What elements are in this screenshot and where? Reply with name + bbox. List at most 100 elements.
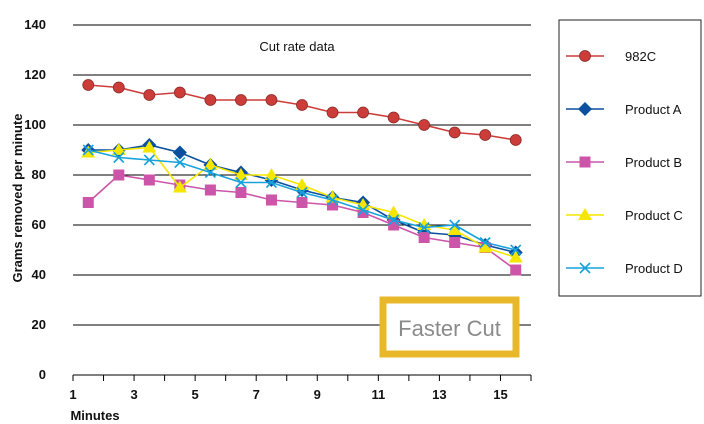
series-group [81, 79, 523, 276]
data-point [296, 186, 308, 199]
legend-item: Product B [566, 155, 682, 170]
y-tick-label: 20 [32, 317, 46, 332]
data-point [357, 106, 369, 119]
data-point [418, 232, 430, 243]
faster-cut-annotation: Faster Cut [379, 296, 520, 358]
data-point [326, 106, 339, 119]
data-point [233, 168, 248, 180]
legend-marker [578, 208, 592, 220]
legend: 982C Product A Product B Product C Product D [566, 49, 683, 276]
x-tick-label: 5 [192, 387, 199, 402]
data-point [173, 86, 186, 99]
x-axis-label: Minutes [70, 408, 119, 423]
legend-label: Product C [625, 208, 683, 223]
data-point [479, 236, 491, 249]
legend-item: 982C [566, 49, 656, 64]
x-tick-label: 1 [69, 387, 76, 402]
data-point [508, 250, 523, 263]
data-point [449, 219, 461, 231]
legend-marker [579, 156, 591, 168]
data-point [447, 223, 462, 235]
data-point [172, 145, 187, 160]
data-point [235, 176, 247, 189]
data-point [326, 194, 339, 206]
legend-marker [578, 102, 592, 116]
annotation-text: Faster Cut [398, 316, 501, 341]
data-point [113, 169, 125, 181]
data-point [265, 194, 277, 206]
x-tick-label: 11 [371, 387, 385, 402]
data-point [204, 94, 217, 106]
series-4 [82, 144, 522, 256]
annotation-box [379, 296, 520, 358]
data-point [143, 154, 155, 166]
data-point [388, 219, 400, 231]
y-tick-label: 40 [32, 267, 46, 282]
data-point [510, 264, 522, 276]
data-point [265, 94, 278, 106]
legend-label: 982C [625, 49, 656, 64]
data-point [82, 197, 94, 208]
data-point [82, 144, 94, 156]
x-tick-label: 9 [314, 387, 321, 402]
data-point [174, 156, 186, 169]
data-point [357, 204, 369, 216]
y-axis-label: Grams removed per minute [10, 113, 25, 282]
legend-label: Product B [625, 155, 682, 170]
y-tick-label: 140 [24, 17, 46, 32]
data-point [479, 129, 492, 141]
data-point [418, 221, 430, 234]
data-point [388, 214, 400, 226]
data-point [203, 158, 218, 170]
data-point [510, 244, 522, 256]
data-point [449, 237, 461, 248]
data-point [112, 81, 125, 94]
x-tick-label: 3 [130, 387, 137, 402]
legend-item: Product A [566, 102, 682, 117]
legend-marker [579, 262, 591, 274]
y-tick-label: 60 [32, 217, 46, 232]
data-point [478, 240, 493, 253]
x-tick-label: 13 [432, 387, 446, 402]
data-point [235, 187, 247, 198]
data-point [357, 207, 369, 218]
legend-item: Product D [566, 261, 683, 276]
data-point [265, 176, 278, 189]
data-point [204, 184, 216, 196]
data-point [387, 111, 400, 124]
legend-label: Product A [625, 102, 682, 117]
data-point [142, 140, 157, 153]
data-point [235, 94, 247, 106]
legend-item: Product C [566, 208, 683, 223]
x-tick-label: 15 [493, 387, 507, 402]
data-point [418, 119, 431, 131]
data-point [296, 99, 308, 111]
y-tick-label: 100 [24, 117, 46, 132]
grid-lines [73, 24, 531, 326]
legend-marker [579, 50, 591, 62]
data-point [327, 199, 339, 211]
data-point [111, 143, 126, 155]
legend-label: Product D [625, 261, 683, 276]
data-point [113, 151, 125, 164]
data-point [448, 126, 461, 139]
data-point [296, 197, 308, 208]
data-point [386, 205, 401, 218]
data-point [509, 134, 522, 146]
chart-title: Cut rate data [259, 39, 335, 54]
y-tick-labels: 0 20 40 60 80 100 120 140 [24, 17, 46, 382]
y-tick-label: 80 [32, 167, 46, 182]
data-point [204, 166, 216, 179]
series-0 [82, 79, 522, 146]
data-point [82, 79, 95, 91]
x-axis: 1 3 5 7 9 11 13 15 [69, 374, 532, 402]
y-tick-label: 120 [24, 67, 46, 82]
data-point [143, 174, 155, 186]
x-tick-label: 7 [253, 387, 260, 402]
y-tick-label: 0 [39, 367, 46, 382]
data-point [143, 89, 156, 101]
data-point [172, 180, 187, 193]
data-point [264, 168, 279, 180]
data-point [295, 178, 309, 190]
